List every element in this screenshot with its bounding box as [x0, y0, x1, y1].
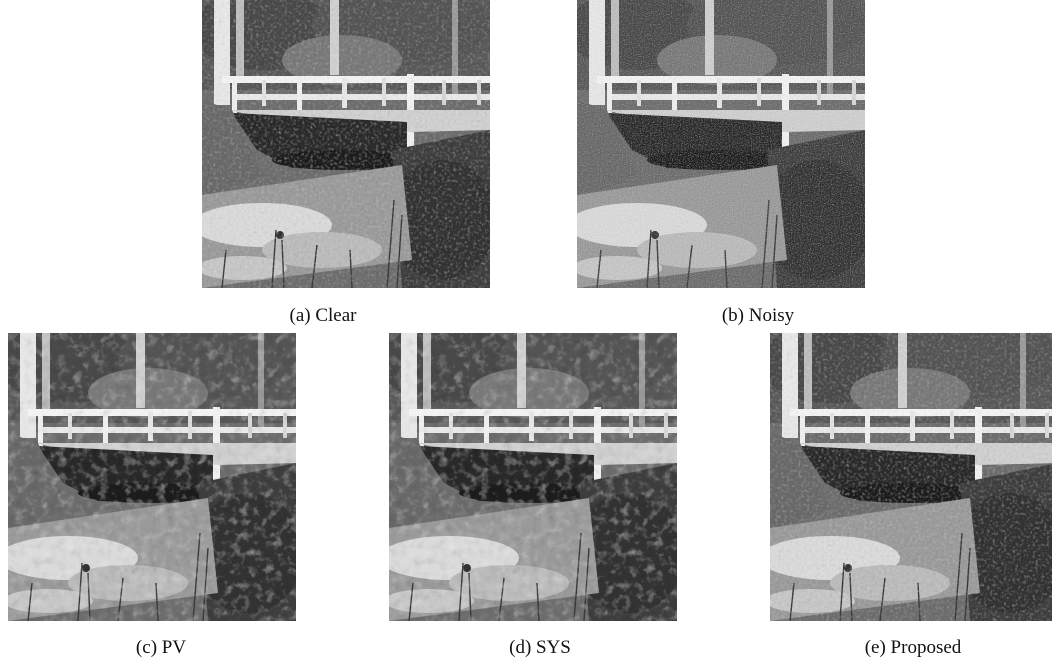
- caption-pv: (c) PV: [135, 637, 187, 658]
- caption-sys: (d) SYS: [509, 637, 571, 658]
- bridge-image-sys: [389, 333, 677, 621]
- caption-noisy: (b) Noisy: [721, 305, 795, 326]
- bridge-image-noisy: [577, 0, 865, 288]
- panel-pv-image: [8, 333, 296, 621]
- caption-clear: (a) Clear: [289, 305, 357, 326]
- panel-noisy-image: [577, 0, 865, 288]
- bridge-image-proposed: [770, 333, 1052, 621]
- bridge-image-pv: [8, 333, 296, 621]
- panel-clear-image: [202, 0, 490, 288]
- panel-proposed-image: [770, 333, 1052, 621]
- caption-proposed: (e) Proposed: [864, 637, 962, 658]
- bridge-image-clear: [202, 0, 490, 288]
- panel-sys-image: [389, 333, 677, 621]
